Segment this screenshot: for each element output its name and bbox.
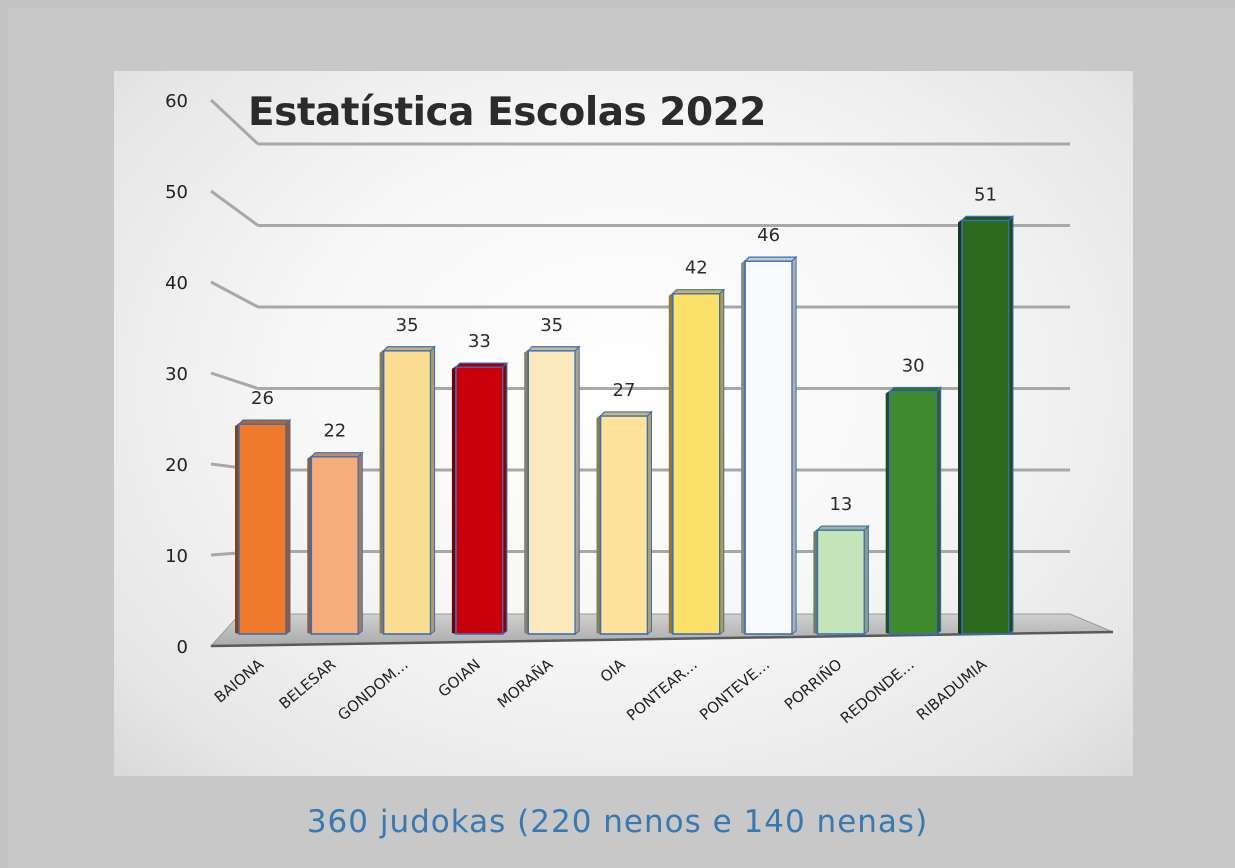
bar — [961, 219, 1010, 635]
bar-top — [960, 215, 1015, 221]
bar-depth — [647, 410, 652, 635]
bar-top — [815, 525, 870, 531]
y-tick-label: 30 — [165, 364, 188, 385]
x-tick-label: GONDOM… — [334, 655, 411, 724]
bar-depth — [863, 524, 869, 635]
x-tick-label: PONTEVE… — [696, 655, 773, 724]
bar-depth — [357, 451, 363, 635]
x-tick-label: PONTEAR… — [623, 655, 701, 724]
gridline-slant — [210, 280, 259, 309]
bar-side — [668, 292, 673, 634]
bar-depth — [1008, 215, 1014, 635]
bar-side — [235, 423, 239, 634]
y-tick-label: 10 — [165, 546, 188, 567]
gridline-slant — [209, 98, 260, 146]
bar-depth — [285, 418, 291, 635]
bar-depth — [502, 361, 508, 635]
bar-top — [671, 289, 726, 295]
bar — [310, 455, 360, 635]
x-tick-label: BELESAR — [276, 655, 340, 713]
bar-top — [888, 386, 943, 393]
gridline-slant — [210, 189, 259, 227]
bar — [599, 415, 649, 635]
data-label: 51 — [974, 184, 997, 205]
bar-side — [307, 455, 312, 634]
bar — [744, 260, 793, 635]
bar-depth — [791, 255, 797, 635]
bar-side — [524, 349, 529, 634]
data-label: 46 — [757, 225, 780, 246]
bar — [527, 349, 577, 635]
data-label: 30 — [902, 356, 925, 377]
x-tick-label: PORRIÑO — [780, 655, 845, 714]
x-tick-label: RIBADUMIA — [913, 655, 991, 724]
x-tick-label: OIA — [597, 655, 629, 686]
bar-depth — [574, 345, 580, 635]
bar-top — [743, 256, 798, 262]
bar-top — [526, 346, 581, 352]
data-label: 26 — [251, 388, 274, 409]
data-label: 33 — [468, 331, 491, 352]
x-tick-label: BAIONA — [211, 655, 268, 707]
bar-top — [454, 362, 509, 368]
bar-top — [237, 419, 292, 425]
data-label: 22 — [323, 421, 346, 442]
data-label: 35 — [396, 315, 419, 336]
bar-depth — [430, 345, 436, 635]
bar-side — [741, 260, 746, 634]
bar — [238, 423, 287, 635]
bar — [671, 292, 721, 635]
bar-side — [813, 529, 818, 634]
gridline-slant — [210, 371, 259, 390]
data-label: 13 — [829, 494, 852, 515]
data-label: 27 — [613, 380, 636, 401]
y-tick-label: 50 — [165, 182, 188, 203]
bar-top — [382, 346, 437, 352]
bar-side — [451, 366, 456, 634]
bar — [382, 349, 432, 635]
y-tick-label: 20 — [165, 455, 188, 476]
bar-top — [309, 452, 364, 458]
x-tick-label: REDONDE… — [837, 655, 918, 727]
bar-side — [596, 414, 601, 634]
y-tick-label: 0 — [177, 637, 188, 658]
y-tick-label: 60 — [165, 91, 188, 112]
x-tick-label: GOIAN — [435, 655, 484, 701]
y-tick-label: 40 — [165, 273, 188, 294]
bar — [455, 366, 504, 635]
bar-depth — [936, 386, 942, 635]
bar-depth — [719, 288, 725, 635]
x-tick-label: MORAÑA — [493, 654, 557, 712]
bar-side — [885, 390, 890, 634]
bar-side — [379, 349, 384, 634]
caption: 360 judokas (220 nenos e 140 nenas) — [306, 804, 929, 840]
data-label: 42 — [685, 258, 708, 279]
chart-title: Estatística Escolas 2022 — [248, 90, 766, 135]
bar-top — [599, 411, 653, 417]
bar-side — [958, 219, 962, 634]
data-label: 35 — [540, 315, 563, 336]
bar — [816, 529, 866, 635]
bar — [888, 390, 938, 635]
